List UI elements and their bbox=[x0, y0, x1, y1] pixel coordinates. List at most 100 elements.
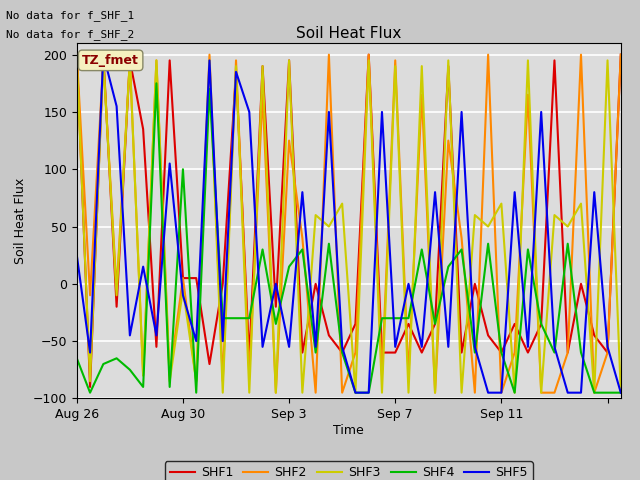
SHF1 bbox=[126, 58, 134, 63]
SHF2 bbox=[418, 92, 426, 97]
SHF3 bbox=[392, 63, 399, 69]
SHF2 bbox=[431, 390, 439, 396]
SHF4 bbox=[351, 390, 359, 396]
SHF3 bbox=[272, 390, 280, 396]
SHF4 bbox=[550, 350, 558, 356]
SHF1 bbox=[179, 275, 187, 281]
SHF3 bbox=[193, 378, 200, 384]
SHF4 bbox=[325, 241, 333, 247]
SHF2 bbox=[325, 52, 333, 58]
SHF3 bbox=[404, 390, 412, 396]
SHF3 bbox=[365, 58, 372, 63]
SHF1 bbox=[431, 321, 439, 327]
SHF5 bbox=[152, 333, 160, 338]
SHF3 bbox=[444, 58, 452, 63]
SHF4 bbox=[298, 247, 306, 252]
SHF4 bbox=[246, 315, 253, 321]
SHF1 bbox=[404, 321, 412, 327]
SHF2 bbox=[152, 58, 160, 63]
Y-axis label: Soil Heat Flux: Soil Heat Flux bbox=[14, 178, 27, 264]
SHF1 bbox=[591, 333, 598, 338]
SHF5 bbox=[246, 109, 253, 115]
SHF1 bbox=[458, 350, 465, 356]
X-axis label: Time: Time bbox=[333, 424, 364, 437]
SHF5 bbox=[404, 281, 412, 287]
SHF4 bbox=[617, 390, 625, 396]
SHF5 bbox=[418, 344, 426, 350]
SHF2 bbox=[126, 58, 134, 63]
SHF5 bbox=[219, 338, 227, 344]
SHF4 bbox=[418, 247, 426, 252]
SHF2 bbox=[524, 92, 532, 97]
SHF1 bbox=[113, 304, 120, 310]
SHF1 bbox=[312, 281, 319, 287]
SHF4 bbox=[392, 315, 399, 321]
Legend: SHF1, SHF2, SHF3, SHF4, SHF5: SHF1, SHF2, SHF3, SHF4, SHF5 bbox=[164, 461, 533, 480]
SHF2 bbox=[73, 52, 81, 58]
SHF2 bbox=[298, 235, 306, 241]
SHF2 bbox=[246, 372, 253, 378]
SHF1 bbox=[524, 350, 532, 356]
SHF2 bbox=[259, 92, 266, 97]
SHF4 bbox=[205, 86, 213, 92]
SHF3 bbox=[564, 224, 572, 229]
SHF2 bbox=[219, 378, 227, 384]
SHF2 bbox=[511, 350, 518, 356]
SHF2 bbox=[444, 138, 452, 144]
SHF4 bbox=[591, 390, 598, 396]
SHF3 bbox=[458, 390, 465, 396]
SHF4 bbox=[538, 321, 545, 327]
SHF4 bbox=[152, 81, 160, 86]
SHF3 bbox=[205, 58, 213, 63]
SHF3 bbox=[497, 201, 505, 206]
SHF1 bbox=[351, 321, 359, 327]
SHF3 bbox=[471, 212, 479, 218]
SHF4 bbox=[179, 167, 187, 172]
SHF4 bbox=[339, 350, 346, 356]
SHF1 bbox=[285, 58, 293, 63]
Text: No data for f_SHF_2: No data for f_SHF_2 bbox=[6, 29, 134, 40]
SHF5 bbox=[259, 344, 266, 350]
SHF5 bbox=[550, 344, 558, 350]
SHF4 bbox=[166, 384, 173, 390]
SHF3 bbox=[378, 390, 386, 396]
SHF4 bbox=[497, 350, 505, 356]
SHF3 bbox=[152, 58, 160, 63]
SHF1 bbox=[418, 350, 426, 356]
SHF2 bbox=[404, 372, 412, 378]
SHF5 bbox=[564, 390, 572, 396]
SHF4 bbox=[378, 315, 386, 321]
SHF3 bbox=[484, 224, 492, 229]
SHF2 bbox=[99, 58, 107, 63]
SHF5 bbox=[604, 344, 611, 350]
SHF1 bbox=[152, 344, 160, 350]
SHF4 bbox=[511, 390, 518, 396]
SHF3 bbox=[73, 58, 81, 63]
SHF5 bbox=[577, 390, 585, 396]
Line: SHF2: SHF2 bbox=[77, 55, 621, 393]
SHF1 bbox=[140, 126, 147, 132]
SHF2 bbox=[339, 390, 346, 396]
SHF2 bbox=[140, 372, 147, 378]
SHF4 bbox=[404, 315, 412, 321]
SHF4 bbox=[444, 264, 452, 269]
SHF2 bbox=[193, 378, 200, 384]
SHF1 bbox=[511, 321, 518, 327]
SHF3 bbox=[140, 372, 147, 378]
SHF3 bbox=[259, 63, 266, 69]
SHF3 bbox=[179, 287, 187, 292]
Line: SHF5: SHF5 bbox=[77, 55, 621, 393]
SHF4 bbox=[471, 350, 479, 356]
SHF4 bbox=[272, 321, 280, 327]
SHF1 bbox=[471, 281, 479, 287]
SHF5 bbox=[365, 390, 372, 396]
SHF1 bbox=[617, 52, 625, 58]
SHF2 bbox=[312, 390, 319, 396]
SHF5 bbox=[339, 344, 346, 350]
SHF1 bbox=[259, 63, 266, 69]
SHF2 bbox=[378, 372, 386, 378]
SHF5 bbox=[431, 189, 439, 195]
SHF2 bbox=[392, 58, 399, 63]
SHF1 bbox=[339, 350, 346, 356]
SHF4 bbox=[484, 241, 492, 247]
